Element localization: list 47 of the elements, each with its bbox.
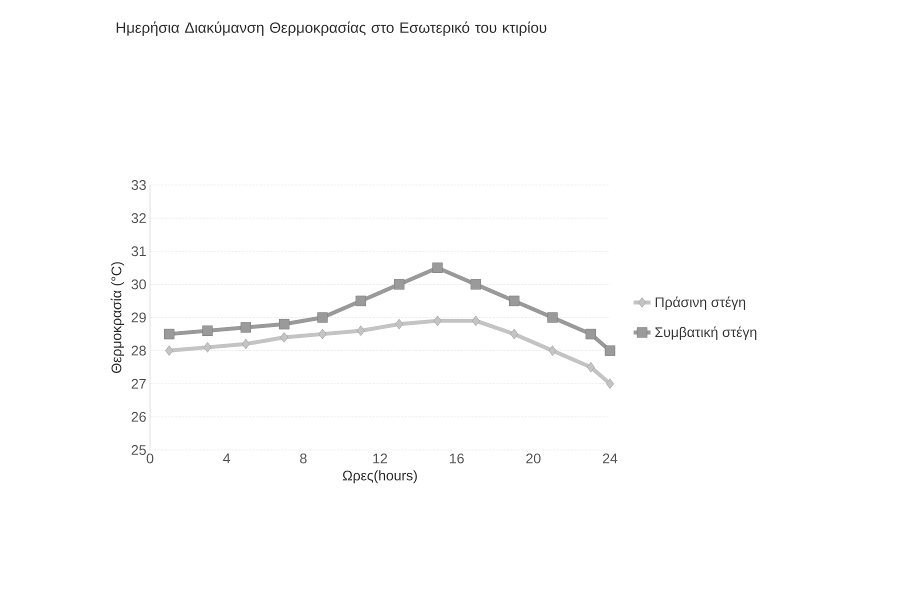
y-tick-label: 30: [132, 279, 146, 290]
x-tick-label: 16: [450, 454, 464, 464]
legend-label: Πράσινη στέγη: [656, 296, 746, 310]
x-axis-title: Ωρες(hours): [342, 470, 417, 484]
point: [586, 328, 596, 340]
point: [394, 279, 404, 290]
point: [470, 279, 482, 290]
point: [395, 318, 404, 330]
point: [604, 345, 616, 356]
chart-title: Ημερήσια Διακύμανση Θερμοκρασίας στο Εσωτερικό του κτιρίου: [116, 22, 546, 36]
point: [547, 312, 558, 323]
legend-label: Συμβατική στέγη: [655, 326, 756, 340]
point: [434, 316, 442, 326]
y-tick-label: 31: [132, 246, 146, 256]
y-tick-label: 27: [132, 378, 146, 389]
point: [202, 326, 213, 336]
y-tick-label: 33: [132, 180, 146, 190]
point: [472, 316, 480, 326]
point: [280, 332, 288, 343]
point: [510, 328, 518, 340]
point: [606, 378, 614, 389]
point: [508, 296, 520, 306]
point: [165, 345, 174, 356]
x-tick-label: 0: [146, 454, 154, 464]
y-tick-label: 25: [132, 445, 146, 455]
point: [548, 345, 556, 356]
point: [356, 296, 366, 306]
point: [318, 328, 326, 340]
point: [278, 318, 290, 330]
x-tick-label: 4: [223, 454, 230, 464]
point: [164, 328, 174, 340]
y-tick-label: 28: [132, 346, 146, 356]
x-tick-label: 24: [602, 454, 618, 464]
y-tick-label: 29: [132, 312, 146, 322]
y-tick-label: 32: [132, 213, 146, 224]
y-tick-label: 26: [132, 412, 146, 422]
x-tick-label: 20: [526, 454, 541, 464]
y-axis-title: Θερμοκρασία (°C): [110, 262, 124, 374]
point: [432, 262, 443, 274]
point: [242, 338, 250, 350]
point: [586, 362, 595, 372]
point: [240, 322, 252, 333]
x-tick-label: 8: [300, 454, 307, 464]
point: [204, 342, 212, 353]
point: [356, 326, 365, 336]
point: [317, 312, 328, 323]
x-tick-label: 12: [373, 454, 388, 464]
